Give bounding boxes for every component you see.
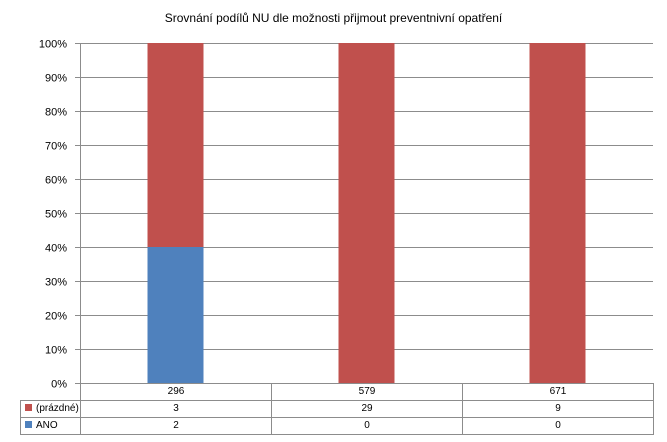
y-tick-label: 30% [45, 277, 67, 289]
data-label: 29 [271, 400, 463, 418]
y-tick-label: 100% [39, 39, 67, 51]
y-tick-label: 70% [45, 141, 67, 153]
table-row: (prázdné) 3 29 9 [20, 400, 654, 418]
x-category-label: 296 [80, 383, 272, 401]
data-label: 3 [80, 400, 272, 418]
data-label: 0 [271, 417, 463, 435]
y-tick-label: 60% [45, 175, 67, 187]
x-category-label: 579 [271, 383, 463, 401]
bar-prazdne-579 [338, 43, 395, 383]
y-tick-label: 20% [45, 311, 67, 323]
data-label: 9 [462, 400, 654, 418]
y-tick-label: 40% [45, 243, 67, 255]
legend-swatch [25, 404, 32, 411]
legend-swatch [25, 421, 32, 428]
y-tick-label: 10% [45, 345, 67, 357]
table-corner [20, 383, 81, 401]
legend-label: ANO [36, 420, 58, 431]
chart-title: Srovnání podílů NU dle možnosti přijmout… [164, 11, 503, 25]
bar-prazdne-296 [147, 43, 204, 247]
y-tick-label: 50% [45, 209, 67, 221]
table-row: ANO 2 0 0 [20, 417, 654, 435]
data-label: 0 [462, 417, 654, 435]
y-tick-label: 90% [45, 73, 67, 85]
y-tick-label: 80% [45, 107, 67, 119]
legend-entry: ANO [20, 417, 81, 435]
bar-prazdne-671 [529, 43, 586, 383]
x-category-label: 671 [462, 383, 654, 401]
table-header-row: 296 579 671 [20, 383, 654, 401]
data-label: 2 [80, 417, 272, 435]
data-table: 296 579 671 (prázdné) 3 29 9 ANO 2 0 0 [20, 383, 654, 435]
legend-label: (prázdné) [36, 403, 79, 414]
legend-entry: (prázdné) [20, 400, 81, 418]
bar-ano-296 [147, 247, 204, 383]
